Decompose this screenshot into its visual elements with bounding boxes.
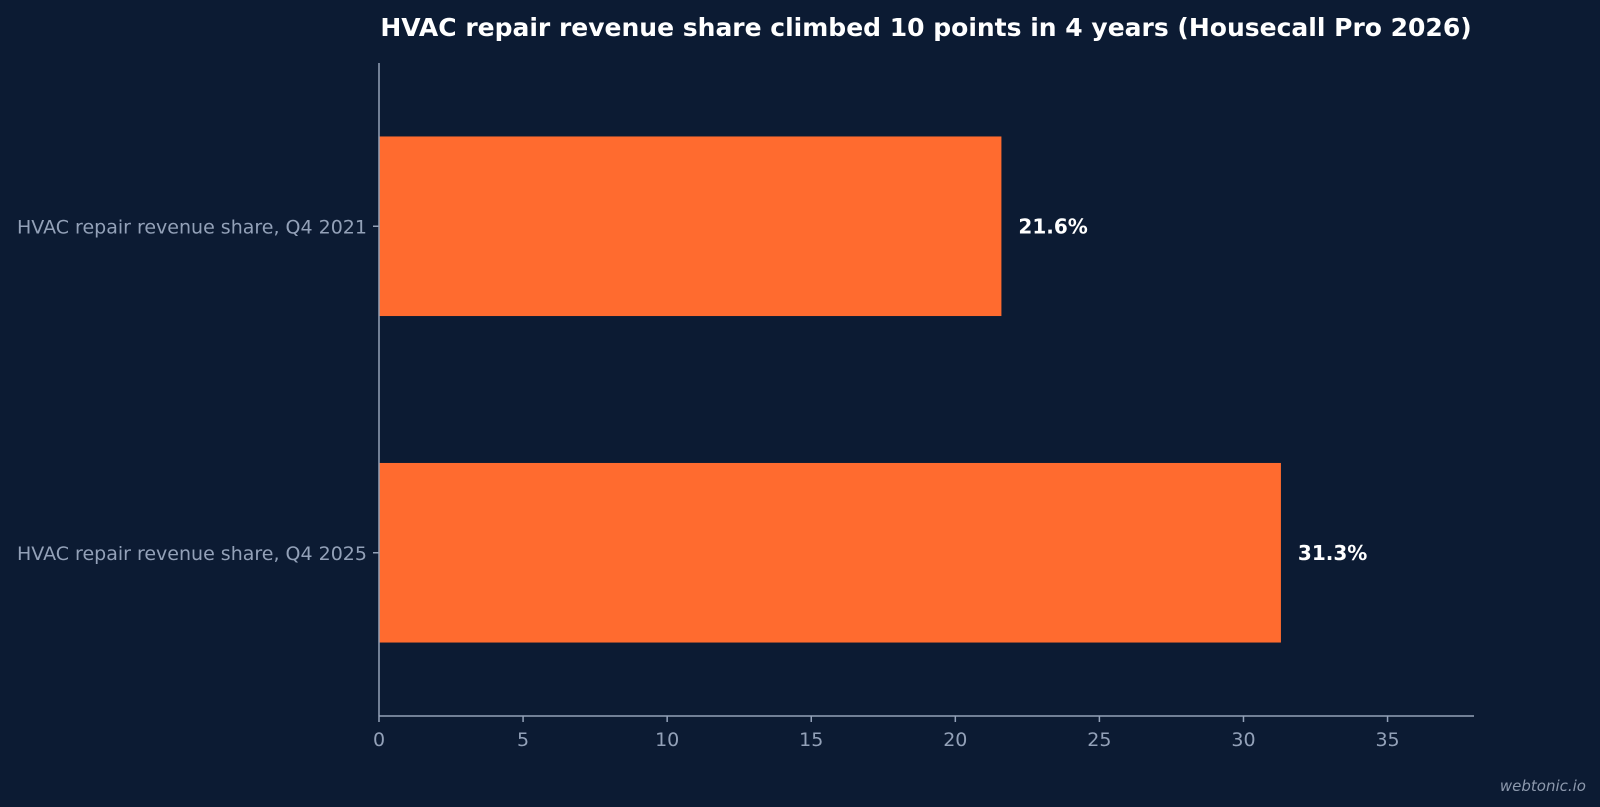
x-axis-ticks: 0 5 10 15 20 25 30 35 [373, 716, 1400, 751]
bar-1 [379, 462, 1281, 643]
bars-group [379, 136, 1281, 643]
x-tick-label-6: 30 [1231, 729, 1255, 751]
x-tick-label-4: 20 [943, 729, 967, 751]
data-label-1: 31.3% [1298, 541, 1367, 565]
x-tick-label-5: 25 [1087, 729, 1111, 751]
x-tick-label-3: 15 [799, 729, 823, 751]
x-tick-label-0: 0 [373, 729, 385, 751]
x-tick-label-1: 5 [517, 729, 529, 751]
data-labels: 21.6% 31.3% [1018, 214, 1367, 565]
category-label-0: HVAC repair revenue share, Q4 2021 [17, 216, 367, 238]
category-label-1: HVAC repair revenue share, Q4 2025 [17, 543, 367, 565]
x-tick-label-7: 35 [1375, 729, 1399, 751]
watermark: webtonic.io [1500, 777, 1586, 795]
x-tick-label-2: 10 [655, 729, 679, 751]
category-labels: HVAC repair revenue share, Q4 2021 HVAC r… [17, 216, 379, 565]
chart-title: HVAC repair revenue share climbed 10 poi… [380, 13, 1471, 42]
bar-0 [379, 136, 1002, 317]
data-label-0: 21.6% [1018, 214, 1087, 238]
